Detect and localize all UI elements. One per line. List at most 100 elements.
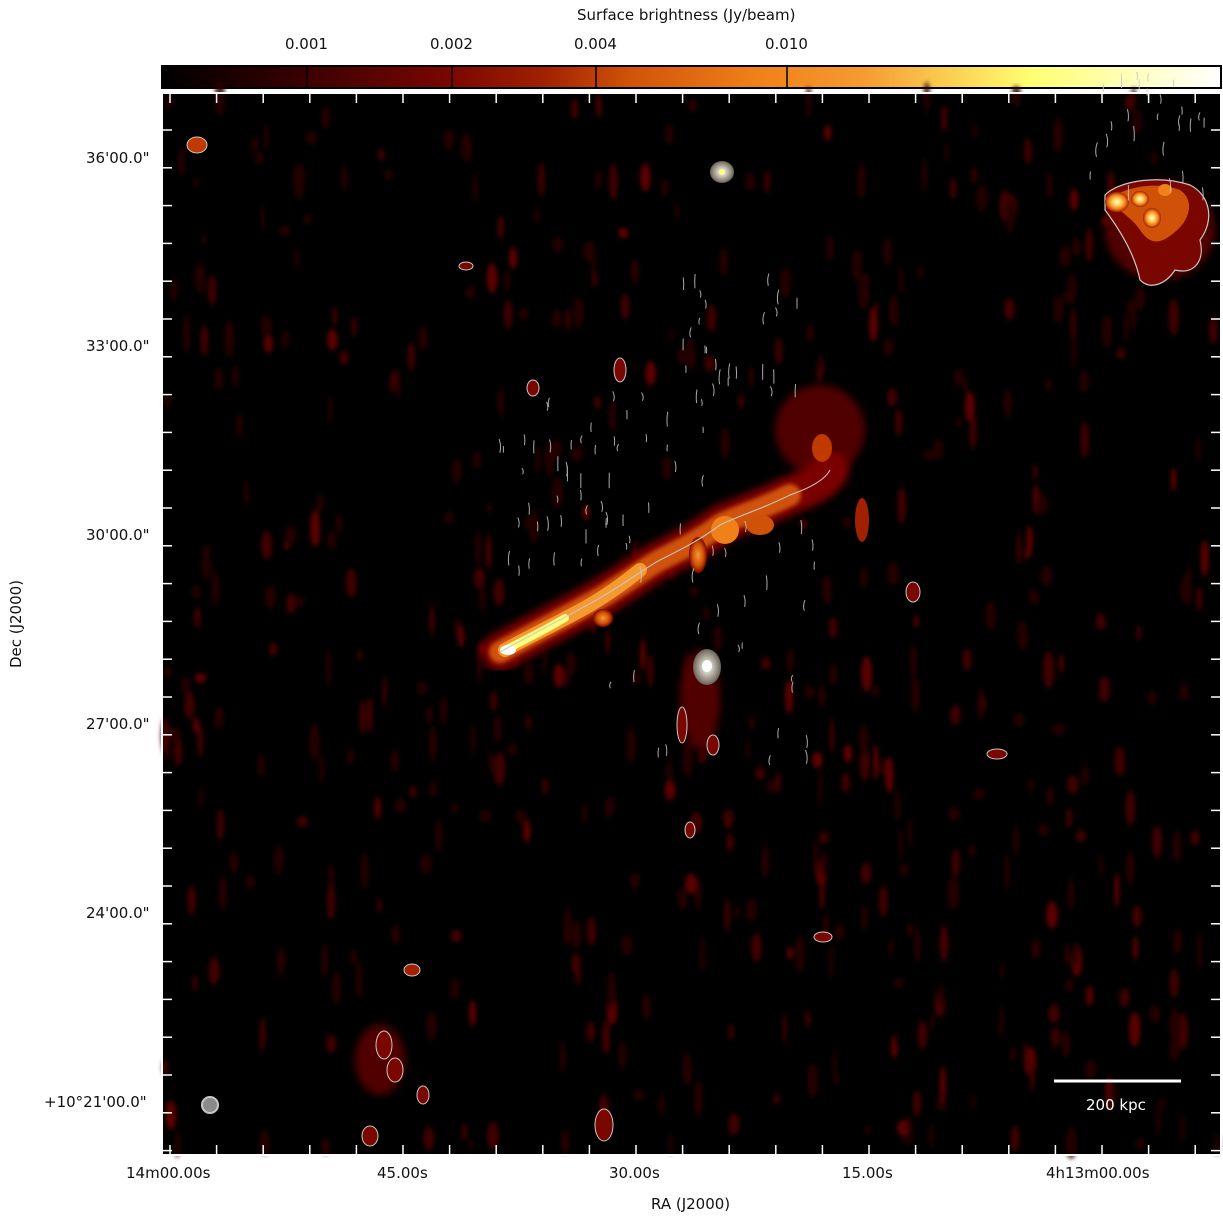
noise-speckle [409, 785, 417, 798]
noise-speckle [1080, 421, 1089, 458]
noise-speckle [596, 93, 601, 119]
noise-speckle [712, 635, 719, 647]
noise-speckle [332, 306, 338, 326]
noise-speckle [1059, 653, 1064, 674]
noise-speckle [503, 269, 511, 292]
noise-speckle [232, 364, 239, 388]
noise-speckle [899, 863, 909, 877]
noise-speckle [202, 545, 211, 556]
noise-speckle [1186, 566, 1193, 601]
contour-line [1159, 94, 1162, 104]
contour-line [498, 438, 502, 453]
noise-speckle [345, 568, 357, 598]
noise-speckle [215, 366, 223, 392]
noise-speckle [1059, 245, 1071, 268]
noise-speckle [907, 817, 912, 848]
noise-speckle [1066, 807, 1073, 828]
noise-speckle [1069, 188, 1079, 211]
noise-speckle [1124, 94, 1136, 111]
contour-line [689, 327, 692, 338]
noise-speckle [1035, 497, 1042, 513]
noise-speckle [339, 350, 349, 365]
noise-speckle [208, 957, 220, 985]
noise-speckle [390, 749, 400, 772]
contour-line [625, 542, 628, 550]
noise-speckle [631, 671, 641, 685]
contour-line [700, 399, 703, 407]
noise-speckle [278, 225, 291, 236]
noise-speckle [560, 1129, 569, 1155]
noise-speckle [1053, 295, 1064, 324]
noise-speckle [201, 552, 211, 580]
noise-speckle [264, 123, 269, 153]
noise-speckle [812, 751, 823, 769]
noise-speckle [216, 808, 225, 841]
noise-speckle [601, 1020, 611, 1055]
contour-line [521, 467, 524, 475]
noise-speckle [645, 361, 656, 386]
noise-speckle [552, 309, 562, 328]
noise-speckle [326, 531, 337, 550]
noise-speckle [461, 132, 472, 162]
noise-speckle [861, 656, 873, 692]
noise-speckle [872, 685, 880, 698]
noise-speckle [1027, 778, 1034, 793]
noise-speckle [515, 809, 527, 824]
noise-speckle [218, 875, 228, 911]
noise-speckle [826, 234, 834, 262]
contour-line [712, 383, 715, 397]
noise-speckle [286, 593, 297, 614]
noise-speckle [472, 450, 481, 469]
noise-speckle [316, 493, 324, 512]
contour-line [518, 565, 520, 576]
noise-speckle [571, 920, 582, 950]
noise-speckle [755, 766, 765, 781]
noise-speckle [417, 681, 427, 696]
noise-speckle [472, 174, 478, 202]
contour-line [767, 273, 770, 286]
contour-line [645, 433, 648, 443]
colorbar-tick-label: 0.004 [574, 35, 617, 53]
noise-speckle [1004, 298, 1016, 320]
noise-speckle [341, 164, 348, 193]
noise-speckle [443, 128, 455, 151]
noise-speckle [525, 715, 531, 731]
noise-speckle [693, 1080, 704, 1117]
noise-speckle [1028, 589, 1040, 605]
contour-line [612, 391, 615, 402]
noise-speckle [894, 408, 903, 437]
noise-speckle [947, 875, 960, 910]
noise-speckle [856, 163, 866, 200]
noise-speckle [1010, 1125, 1020, 1152]
noise-speckle [165, 1100, 176, 1130]
noise-speckle [944, 141, 949, 162]
noise-speckle [828, 943, 834, 978]
noise-speckle [805, 324, 815, 342]
noise-speckle [1067, 273, 1077, 304]
noise-speckle [724, 898, 731, 932]
noise-speckle [923, 82, 931, 113]
noise-speckle [553, 663, 564, 688]
colorbar-title: Surface brightness (Jy/beam) [577, 6, 796, 24]
noise-speckle [608, 400, 616, 431]
noise-speckle [897, 486, 907, 524]
noise-speckle [468, 1139, 473, 1152]
noise-speckle [1119, 988, 1130, 1008]
y-tick-label: 30'00.0" [86, 526, 150, 544]
contour-line [769, 386, 773, 397]
y-tick-label: 27'00.0" [86, 715, 150, 733]
noise-speckle [888, 939, 894, 955]
noise-speckle [950, 704, 961, 726]
noise-speckle [418, 325, 428, 352]
noise-speckle [677, 347, 688, 366]
colorbar-tick-label: 0.010 [765, 35, 808, 53]
contour-line [517, 517, 520, 528]
noise-speckle [917, 1020, 928, 1050]
noise-speckle [843, 744, 853, 763]
noise-speckle [1085, 1059, 1097, 1079]
noise-speckle [194, 262, 205, 294]
contour-line [549, 439, 552, 453]
noise-speckle [640, 638, 646, 672]
contour-line [1168, 177, 1172, 193]
